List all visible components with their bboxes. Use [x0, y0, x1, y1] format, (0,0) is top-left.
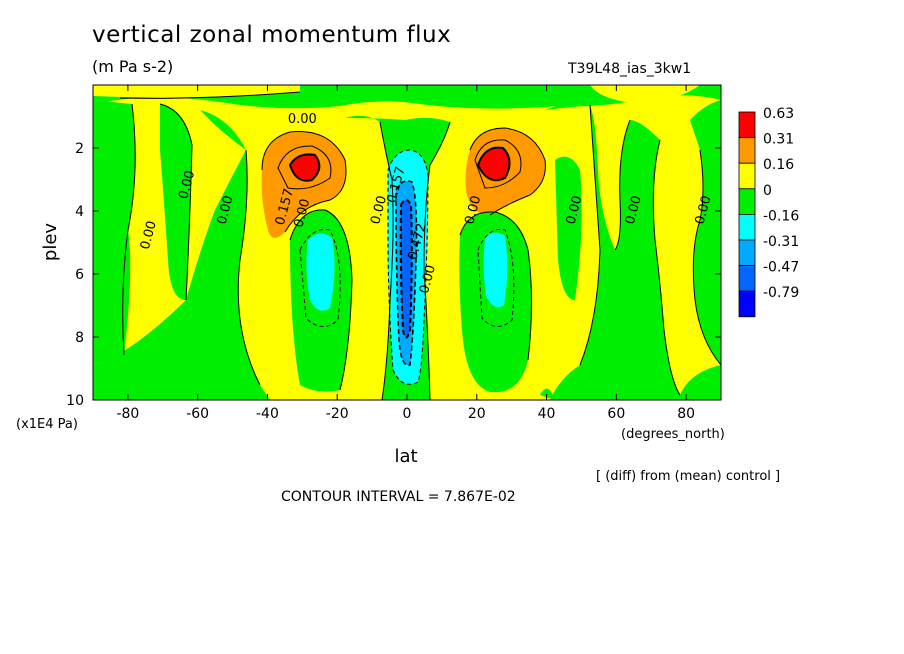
- contour-zero-top: [119, 91, 301, 99]
- x-tick-label-1: -60: [186, 406, 209, 422]
- x-tick-label-7: 60: [607, 406, 625, 422]
- colorbar-swatch-5: [738, 239, 756, 267]
- contour-zero-m45: [237, 149, 261, 386]
- diff-note: [ (diff) from (mean) control ]: [596, 469, 781, 484]
- x-tick-label-5: 20: [468, 406, 486, 422]
- contour-neg-m25: [299, 228, 341, 327]
- contour-label-9: 0.00: [417, 263, 439, 295]
- colorbar-label-5: -0.31: [763, 234, 799, 250]
- contour-label-3: 0.00: [215, 194, 237, 226]
- colorbar-label-0: 0.63: [763, 106, 794, 122]
- colorbar-label-4: -0.16: [763, 208, 799, 224]
- contour-label-13: 0.00: [693, 194, 715, 226]
- x-tick-label-0: -80: [116, 406, 139, 422]
- colorbar-swatch-4: [738, 213, 756, 241]
- colorbar-swatch-3: [738, 188, 756, 215]
- colorbar-swatch-1: [738, 137, 756, 164]
- colorbar-label-3: 0: [763, 183, 772, 199]
- chart-units: (m Pa s-2): [92, 57, 174, 76]
- fill-right-red: [478, 147, 510, 181]
- fill-top-yellow-right: [590, 85, 700, 104]
- fill-cyan-p25: [483, 232, 508, 308]
- y-axis-unit: (x1E4 Pa): [16, 417, 78, 432]
- fill-right-inner-green: [555, 156, 582, 300]
- fill-right-green: [545, 103, 721, 400]
- y-tick-label-2: 6: [75, 267, 84, 283]
- contour-inner-left: [277, 145, 332, 190]
- contour-label-5: 0.00: [291, 197, 313, 229]
- contour-zero-p85: [692, 149, 721, 366]
- colorbar-label-1: 0.31: [763, 132, 794, 148]
- x-tick-layer: -80 -60 -40 -20 0 20 40 60 80: [116, 85, 695, 422]
- x-tick-label-2: -40: [256, 406, 279, 422]
- colorbar-swatch-7: [738, 290, 756, 318]
- y-tick-layer: 2 4 6 8 10: [66, 141, 721, 409]
- contour-label-0: 0.00: [288, 112, 317, 127]
- contour-interval: CONTOUR INTERVAL = 7.867E-02: [281, 489, 516, 505]
- contour-label-12: 0.00: [623, 194, 645, 226]
- x-axis-label: lat: [394, 446, 417, 467]
- run-id: T39L48_ias_3kw1: [568, 61, 692, 77]
- contour-label-1: 0.00: [138, 219, 160, 251]
- chart-title: vertical zonal momentum flux: [92, 22, 452, 48]
- x-tick-label-8: 80: [677, 406, 695, 422]
- fill-top-yellow-left: [93, 85, 300, 98]
- y-tick-label-3: 8: [75, 330, 84, 346]
- contour-orange-right: [469, 127, 546, 216]
- fill-central-darkblue: [400, 200, 412, 338]
- colorbar-label-2: 0.16: [763, 157, 794, 173]
- contour-neg-center-2: [395, 180, 418, 367]
- x-tick-label-3: -20: [326, 406, 349, 422]
- contour-red-right: [476, 146, 511, 182]
- contour-lines: [119, 91, 721, 400]
- contour-label-11: 0.00: [564, 194, 586, 226]
- colorbar-swatch-6: [738, 265, 756, 292]
- fill-lower-left: [93, 150, 270, 400]
- contour-neg-p25: [477, 228, 515, 327]
- contour-neg-center-3: [399, 199, 413, 339]
- colorbar-label-7: -0.79: [763, 285, 799, 301]
- contour-fill: [93, 85, 721, 400]
- x-axis-unit: (degrees_north): [621, 427, 725, 442]
- colorbar-label-6: -0.47: [763, 260, 799, 276]
- fill-left-red: [290, 154, 320, 181]
- contour-zero-m65: [159, 103, 193, 301]
- fill-cyan-m25: [306, 233, 335, 311]
- y-axis-label: plev: [40, 223, 61, 262]
- contour-zero-center-right: [423, 121, 451, 400]
- fill-far-right-green: [690, 100, 721, 365]
- contour-neg-center-1: [387, 149, 429, 385]
- contour-zero-center-left: [379, 121, 394, 400]
- contour-inner-right: [474, 139, 522, 189]
- contour-red-left: [288, 153, 321, 182]
- contour-zero-m25: [289, 209, 353, 391]
- contour-zero-p62: [614, 119, 631, 251]
- y-tick-label-0: 2: [75, 141, 84, 157]
- contour-label-10: 0.00: [462, 194, 484, 226]
- contour-orange-left: [261, 131, 347, 233]
- contour-label-6: 0.00: [368, 194, 390, 226]
- fill-column-m65: [160, 104, 192, 300]
- contour-zero-left: [122, 103, 136, 356]
- contour-zero-p50: [579, 104, 601, 366]
- fill-left-tongue: [107, 180, 131, 355]
- fill-right-bottom-green: [540, 388, 555, 400]
- colorbar-swatch-2: [738, 162, 756, 190]
- y-tick-label-4: 10: [66, 393, 84, 409]
- contour-label-2: 0.00: [176, 169, 198, 201]
- y-tick-label-1: 4: [75, 204, 84, 220]
- colorbar: 0.63 0.31 0.16 0 -0.16 -0.31 -0.47 -0.79: [738, 106, 799, 318]
- x-tick-label-4: 0: [403, 406, 412, 422]
- contour-zero-p25: [459, 211, 532, 361]
- x-tick-label-6: 40: [538, 406, 556, 422]
- fill-left-upper: [200, 110, 246, 150]
- contour-zero-p70: [652, 139, 681, 396]
- colorbar-swatch-0: [738, 111, 756, 139]
